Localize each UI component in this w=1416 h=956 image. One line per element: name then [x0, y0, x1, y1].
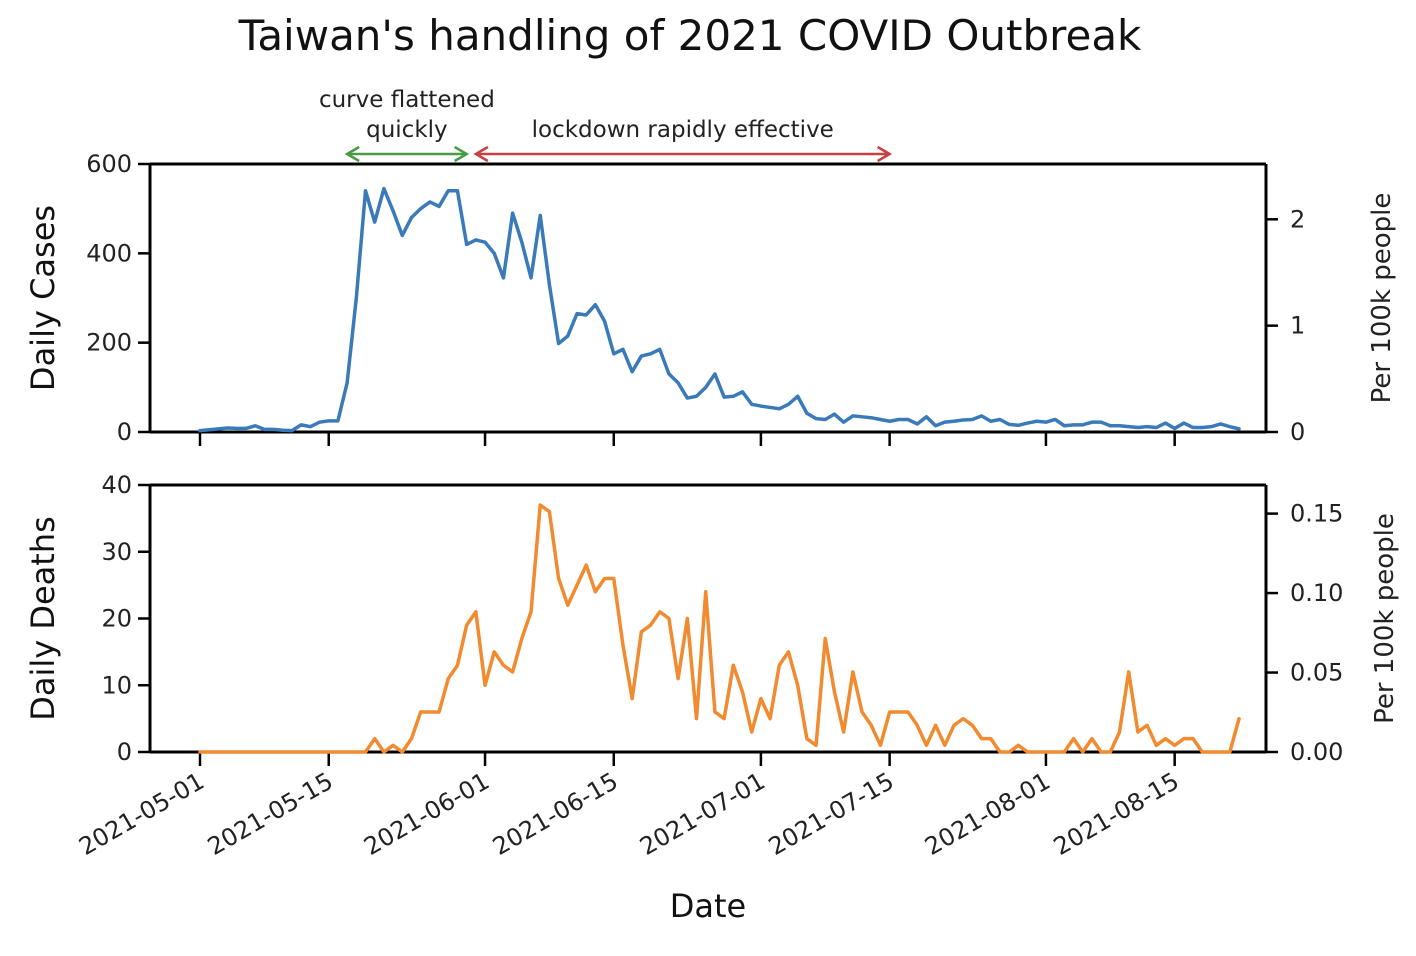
arrow-head-right: [876, 145, 893, 163]
y-tick-label: 20: [101, 605, 132, 633]
annotation-label: curve flattened: [319, 87, 495, 113]
x-tick-label: 2021-06-15: [488, 767, 623, 861]
y-tick-label: 200: [86, 329, 132, 357]
arrow-head-right: [454, 145, 470, 163]
y-right-axis-title: Per 100k people: [1370, 513, 1400, 724]
y-tick-label: 10: [101, 671, 132, 699]
y-right-tick-label: 0.05: [1290, 659, 1343, 687]
x-tick-label: 2021-07-01: [635, 767, 770, 861]
y-right-axis-title: Per 100k people: [1367, 193, 1397, 404]
x-tick-label: 2021-06-01: [359, 767, 494, 861]
x-tick-label: 2021-05-15: [203, 767, 338, 861]
y-tick-label: 400: [86, 239, 132, 267]
y-tick-label: 40: [101, 471, 132, 499]
x-tick-label: 2021-05-01: [74, 767, 209, 861]
y-tick-label: 600: [86, 150, 132, 178]
x-axis-title: Date: [670, 887, 746, 925]
y-right-tick-label: 0.15: [1290, 500, 1343, 528]
annotation-label: quickly: [366, 117, 448, 143]
cases-series-line: [198, 186, 1241, 433]
y-right-tick-label: 0.10: [1290, 579, 1343, 607]
deaths-series-line: [198, 503, 1241, 754]
annotation-0: curve flattened quickly: [319, 87, 495, 163]
x-tick-label: 2021-08-15: [1049, 767, 1184, 861]
arrow-head-left: [344, 145, 360, 163]
deaths-panel: 0 10 20 30 40 0.00 0.05 0.10 0.15 Daily Deaths Per…: [24, 471, 1400, 766]
annotation-1: lockdown rapidly effective: [473, 117, 893, 163]
y-right-tick-label: 2: [1290, 205, 1305, 233]
y-right-tick-label: 0: [1290, 418, 1305, 446]
arrow-head-left: [473, 145, 489, 163]
annotations: curve flattened quickly lockdown rapidly e…: [319, 87, 893, 163]
annotation-label: lockdown rapidly effective: [532, 117, 834, 143]
chart-title: Taiwan's handling of 2021 COVID Outbreak: [238, 11, 1142, 60]
y-tick-label: 30: [101, 538, 132, 566]
x-tick-label: 2021-07-15: [764, 767, 899, 861]
x-tick-label: 2021-08-01: [920, 767, 1055, 861]
y-right-tick-label: 1: [1290, 312, 1305, 340]
y-tick-label: 0: [117, 418, 132, 446]
y-axis-title: Daily Deaths: [24, 516, 62, 721]
y-right-tick-label: 0.00: [1290, 738, 1343, 766]
y-tick-label: 0: [117, 738, 132, 766]
y-axis-title: Daily Cases: [24, 205, 62, 391]
cases-panel: 0 200 400 600 0 1 2 Daily Cases Per 100k people: [24, 150, 1397, 446]
